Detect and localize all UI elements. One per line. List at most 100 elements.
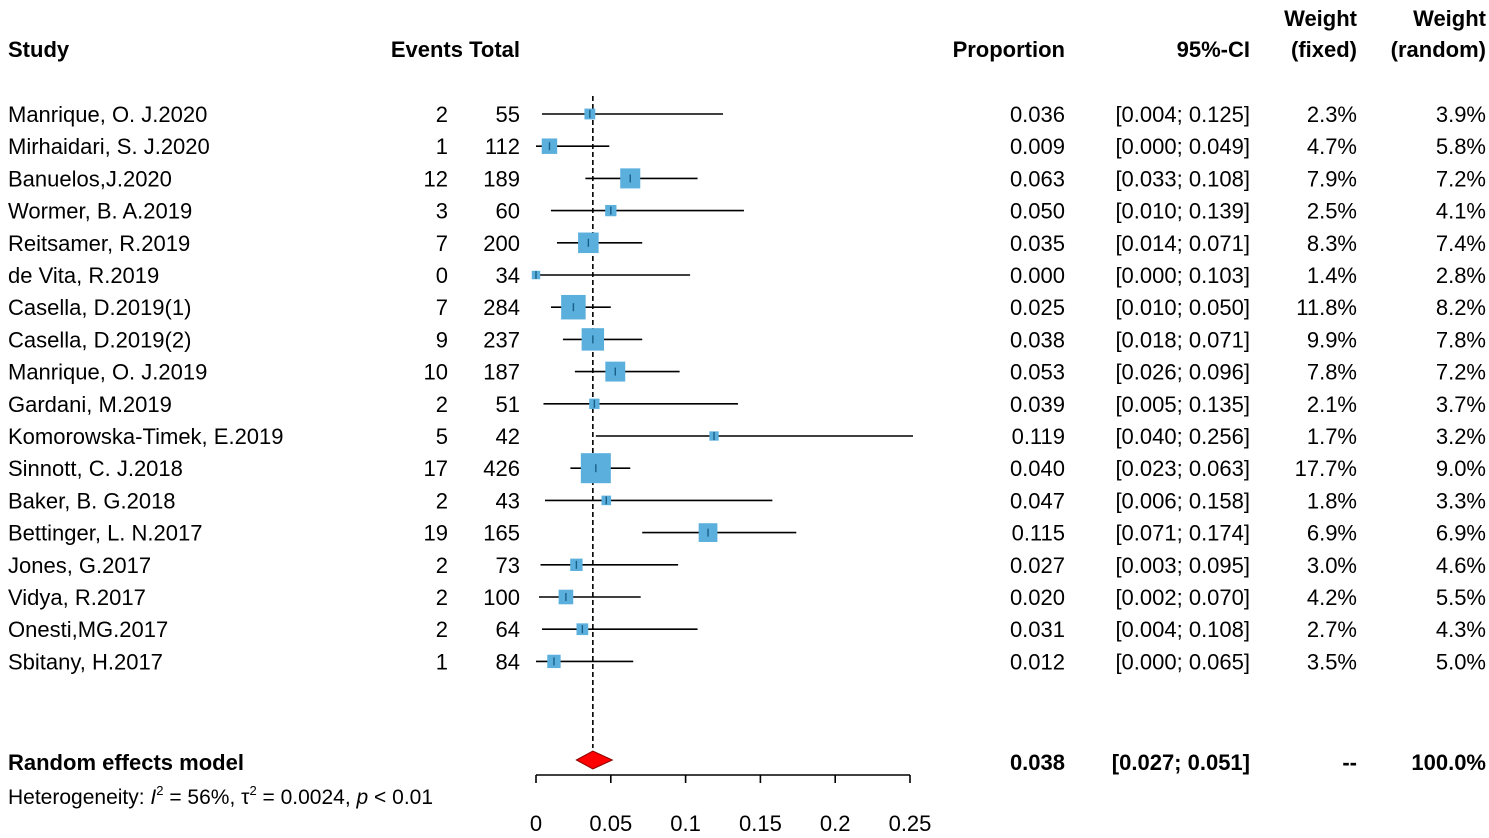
pooled-diamond: [575, 750, 614, 770]
study-name: Mirhaidari, S. J.2020: [8, 134, 210, 159]
study-ci: [0.000; 0.049]: [1115, 134, 1250, 159]
pooled-weight-fixed: --: [1342, 750, 1357, 775]
study-proportion: 0.047: [1010, 488, 1065, 513]
study-weight-random: 3.2%: [1436, 424, 1486, 449]
study-weight-random: 7.4%: [1436, 231, 1486, 256]
study-name: Manrique, O. J.2019: [8, 360, 207, 385]
header-study: Study: [8, 37, 70, 62]
study-weight-fixed: 3.0%: [1307, 553, 1357, 578]
study-proportion: 0.053: [1010, 360, 1065, 385]
study-events: 9: [436, 327, 448, 352]
study-total: 60: [496, 199, 520, 224]
study-proportion: 0.040: [1010, 456, 1065, 481]
study-weight-fixed: 6.9%: [1307, 521, 1357, 546]
study-events: 3: [436, 199, 448, 224]
study-ci: [0.006; 0.158]: [1115, 488, 1250, 513]
study-total: 84: [496, 649, 520, 674]
study-weight-random: 7.2%: [1436, 166, 1486, 191]
header-weight-fixed-line2: (fixed): [1291, 37, 1357, 62]
column-headers: Study Events Total Proportion 95%-CI Wei…: [8, 6, 1487, 62]
study-proportion: 0.036: [1010, 102, 1065, 127]
study-weight-fixed: 1.7%: [1307, 424, 1357, 449]
study-weight-fixed: 4.2%: [1307, 585, 1357, 610]
study-proportion: 0.035: [1010, 231, 1065, 256]
study-total: 189: [483, 166, 520, 191]
header-weight-random-line1: Weight: [1413, 6, 1487, 31]
study-ci: [0.071; 0.174]: [1115, 521, 1250, 546]
pooled-proportion: 0.038: [1010, 750, 1065, 775]
pooled-row: Random effects model 0.038 [0.027; 0.051…: [8, 750, 1486, 775]
study-name: Komorowska-Timek, E.2019: [8, 424, 284, 449]
heterogeneity-text: Heterogeneity: I2 = 56%, τ2 = 0.0024, p …: [8, 783, 433, 809]
pooled-label: Random effects model: [8, 750, 244, 775]
study-ci: [0.014; 0.071]: [1115, 231, 1250, 256]
heterogeneity-i2-value: = 56%,: [164, 786, 242, 809]
study-events: 0: [436, 263, 448, 288]
study-weight-random: 7.8%: [1436, 327, 1486, 352]
pooled-weight-random: 100.0%: [1411, 750, 1486, 775]
study-events: 17: [424, 456, 448, 481]
study-weight-fixed: 1.4%: [1307, 263, 1357, 288]
study-total: 284: [483, 295, 520, 320]
study-events: 1: [436, 649, 448, 674]
study-proportion: 0.031: [1010, 617, 1065, 642]
heterogeneity-tau-symbol: τ: [241, 786, 250, 809]
study-name: Jones, G.2017: [8, 553, 151, 578]
study-events: 5: [436, 424, 448, 449]
study-name: Reitsamer, R.2019: [8, 231, 190, 256]
study-events: 2: [436, 488, 448, 513]
study-name: de Vita, R.2019: [8, 263, 159, 288]
study-weight-random: 3.9%: [1436, 102, 1486, 127]
header-proportion: Proportion: [953, 37, 1065, 62]
study-weight-fixed: 17.7%: [1295, 456, 1357, 481]
study-name: Gardani, M.2019: [8, 392, 172, 417]
study-weight-random: 9.0%: [1436, 456, 1486, 481]
heterogeneity-p-value: < 0.01: [368, 786, 433, 809]
study-proportion: 0.063: [1010, 166, 1065, 191]
study-name: Casella, D.2019(1): [8, 295, 191, 320]
x-tick-label: 0.15: [739, 811, 782, 836]
study-weight-fixed: 8.3%: [1307, 231, 1357, 256]
study-total: 73: [496, 553, 520, 578]
study-ci: [0.003; 0.095]: [1115, 553, 1250, 578]
study-weight-random: 7.2%: [1436, 360, 1486, 385]
study-proportion: 0.119: [1012, 424, 1065, 449]
study-weight-random: 6.9%: [1436, 521, 1486, 546]
study-weight-random: 4.6%: [1436, 553, 1486, 578]
study-total: 187: [483, 360, 520, 385]
study-total: 42: [496, 424, 520, 449]
x-tick-label: 0.2: [820, 811, 851, 836]
study-weight-random: 3.3%: [1436, 488, 1486, 513]
study-weight-fixed: 1.8%: [1307, 488, 1357, 513]
study-events: 2: [436, 617, 448, 642]
header-weight-fixed-line1: Weight: [1284, 6, 1358, 31]
study-name: Manrique, O. J.2020: [8, 102, 207, 127]
study-ci: [0.000; 0.103]: [1115, 263, 1250, 288]
study-weight-fixed: 2.5%: [1307, 199, 1357, 224]
study-weight-fixed: 3.5%: [1307, 649, 1357, 674]
study-weight-random: 4.1%: [1436, 199, 1486, 224]
study-weight-fixed: 4.7%: [1307, 134, 1357, 159]
study-total: 64: [496, 617, 520, 642]
study-name: Baker, B. G.2018: [8, 488, 176, 513]
study-ci: [0.010; 0.050]: [1115, 295, 1250, 320]
study-proportion: 0.020: [1010, 585, 1065, 610]
study-name: Vidya, R.2017: [8, 585, 146, 610]
study-weight-fixed: 2.1%: [1307, 392, 1357, 417]
study-weight-random: 8.2%: [1436, 295, 1486, 320]
pooled-ci: [0.027; 0.051]: [1112, 750, 1250, 775]
study-name: Onesti,MG.2017: [8, 617, 168, 642]
study-proportion: 0.025: [1010, 295, 1065, 320]
study-rows: Manrique, O. J.2020 2 55 0.036 [0.004; 0.125…: [8, 102, 1486, 674]
study-events: 2: [436, 102, 448, 127]
study-name: Casella, D.2019(2): [8, 327, 191, 352]
study-total: 426: [483, 456, 520, 481]
x-tick-label: 0.1: [670, 811, 701, 836]
study-total: 43: [496, 488, 520, 513]
study-events: 19: [424, 521, 448, 546]
study-ci: [0.002; 0.070]: [1115, 585, 1250, 610]
study-ci: [0.010; 0.139]: [1115, 199, 1250, 224]
study-weight-fixed: 11.8%: [1296, 295, 1357, 320]
header-events-total: Events Total: [391, 37, 520, 62]
study-name: Sinnott, C. J.2018: [8, 456, 183, 481]
